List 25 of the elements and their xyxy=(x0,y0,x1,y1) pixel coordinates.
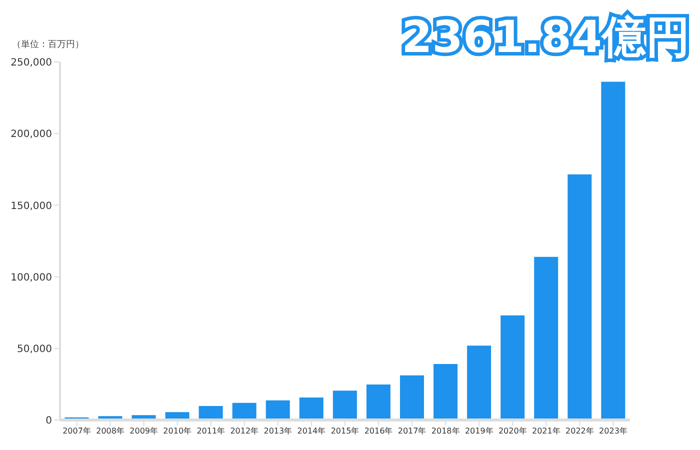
x-tick-label: 2016年 xyxy=(364,426,393,436)
x-tick-label: 2013年 xyxy=(264,426,292,436)
y-tick-label: 50,000 xyxy=(17,344,52,355)
x-tick-label: 2021年 xyxy=(532,426,560,436)
y-tick-label: 200,000 xyxy=(10,129,52,140)
x-tick-label: 2020年 xyxy=(498,426,527,436)
x-tick-label: 2009年 xyxy=(130,426,158,436)
x-tick-label: 2011年 xyxy=(196,426,226,436)
x-tick-label: 2015年 xyxy=(330,426,360,436)
x-tick-label: 2018年 xyxy=(431,426,460,436)
x-tick-label: 2014年 xyxy=(297,426,326,436)
x-tick-label: 2007年 xyxy=(62,426,91,436)
x-tick-label: 2017年 xyxy=(398,426,426,436)
y-tick-label: 0 xyxy=(46,416,52,427)
x-tick-label: 2008年 xyxy=(96,426,124,436)
x-tick-label: 2023年 xyxy=(599,426,628,436)
x-tick-label: 2010年 xyxy=(163,426,192,436)
y-tick-label: 250,000 xyxy=(10,58,52,69)
y-tick-label: 100,000 xyxy=(10,272,52,284)
x-tick-label: 2022年 xyxy=(566,426,594,436)
annotation: 2361.84億円 xyxy=(402,12,690,63)
x-tick-label: 2012年 xyxy=(230,426,259,436)
y-tick-label: 150,000 xyxy=(10,200,52,212)
x-tick-label: 2019年 xyxy=(464,426,494,436)
chart-subtitle: （単位：百万円） xyxy=(12,38,84,51)
